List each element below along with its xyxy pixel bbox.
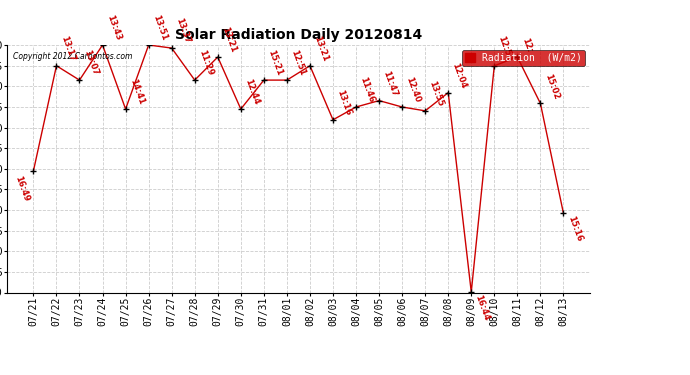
Legend: Radiation  (W/m2): Radiation (W/m2)	[462, 50, 585, 66]
Text: 13:21: 13:21	[220, 26, 237, 54]
Text: 13:17: 13:17	[59, 34, 77, 63]
Text: 16:49: 16:49	[14, 175, 31, 203]
Text: 11:29: 11:29	[197, 49, 215, 77]
Text: 12:: 12:	[520, 37, 533, 54]
Title: Solar Radiation Daily 20120814: Solar Radiation Daily 20120814	[175, 28, 422, 42]
Text: 15:16: 15:16	[566, 214, 584, 243]
Text: 15:02: 15:02	[543, 72, 560, 100]
Text: 13:21: 13:21	[313, 34, 330, 63]
Text: 16:44: 16:44	[473, 293, 491, 322]
Text: 14:41: 14:41	[128, 78, 146, 106]
Text: 13:55: 13:55	[428, 80, 445, 108]
Text: 13:07: 13:07	[82, 49, 99, 77]
Text: 12:04: 12:04	[451, 62, 468, 90]
Text: 13:51: 13:51	[151, 14, 168, 42]
Text: Copyright 2012 Carbontos.com: Copyright 2012 Carbontos.com	[12, 53, 132, 62]
Text: 11:47: 11:47	[382, 69, 399, 98]
Text: 12:51: 12:51	[289, 49, 307, 77]
Text: 12:51: 12:51	[497, 34, 514, 63]
Text: 12:44: 12:44	[243, 78, 261, 106]
Text: 11:46: 11:46	[358, 76, 376, 104]
Text: 13:37: 13:37	[174, 17, 192, 45]
Text: 13:16: 13:16	[335, 88, 353, 117]
Text: 13:43: 13:43	[105, 14, 122, 42]
Text: 15:21: 15:21	[266, 49, 284, 77]
Text: 12:40: 12:40	[404, 76, 422, 104]
